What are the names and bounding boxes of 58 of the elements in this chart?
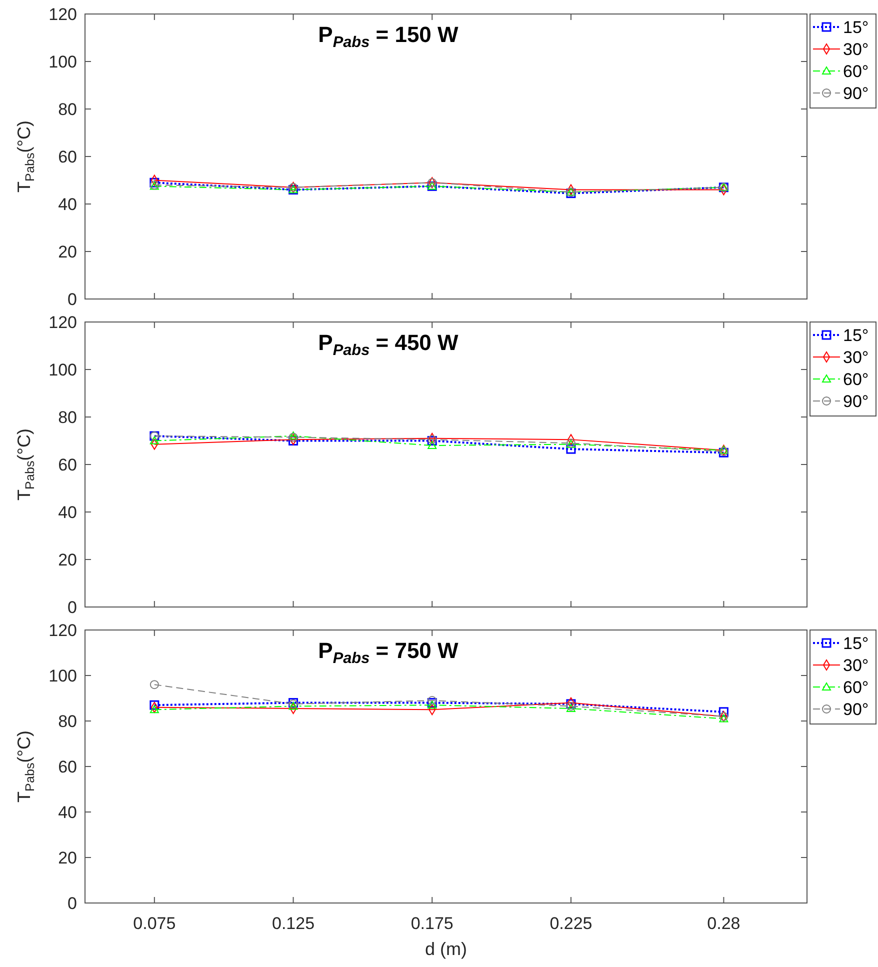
point	[428, 696, 437, 706]
x-tick-label: 0.28	[707, 914, 740, 933]
point	[428, 441, 437, 449]
point	[150, 436, 159, 444]
y-tick-label: 60	[58, 456, 77, 474]
y-tick-label: 0	[68, 894, 77, 913]
legend-label: 30°	[843, 348, 869, 367]
legend-label: 15°	[843, 326, 869, 345]
legend-label: 30°	[843, 656, 869, 675]
point	[150, 705, 159, 714]
y-tick-label: 100	[48, 360, 77, 380]
x-tick-label: 0.225	[550, 914, 592, 933]
point	[288, 702, 298, 710]
point	[719, 714, 728, 722]
x-tick-label: 0.175	[410, 914, 454, 933]
text: P$_{Pabs}$ = 150 W	[318, 22, 459, 50]
legend-label: 60°	[843, 62, 869, 81]
legend-label: 90°	[843, 392, 869, 411]
legend-label: 90°	[843, 84, 869, 103]
legend-label: 60°	[843, 370, 869, 389]
y-tick-label: 80	[58, 408, 77, 427]
y-tick-label: 20	[58, 550, 77, 570]
y-tick-label: 100	[48, 52, 77, 72]
point	[288, 432, 298, 442]
legend-label: 15°	[843, 634, 869, 653]
y-tick-label: 100	[48, 666, 77, 686]
point	[288, 432, 298, 440]
text: P$_{Pabs}$ = 450 W	[318, 330, 459, 358]
x-tick-label: 0.125	[272, 914, 315, 933]
point	[718, 707, 728, 717]
y-tick-label: 120	[48, 621, 77, 640]
y-tick-label: 0	[68, 290, 77, 309]
y-tick-label: 120	[48, 313, 77, 332]
legend-label: 60°	[843, 678, 869, 697]
legend-label: 90°	[843, 700, 869, 719]
y-tick-label: 80	[58, 100, 77, 119]
point	[150, 680, 159, 690]
point	[566, 699, 576, 709]
point	[150, 700, 160, 710]
y-tick-label: 20	[58, 242, 77, 262]
point	[566, 444, 576, 454]
text: P$_{Pabs}$ = 750 W	[318, 638, 459, 666]
x-axis-title: d (m)	[425, 939, 467, 959]
y-tick-label: 120	[48, 5, 77, 24]
x-tick-label: 0.075	[133, 914, 176, 933]
y-tick-label: 80	[58, 712, 77, 731]
y-tick-label: 60	[58, 148, 77, 166]
legend-label: 15°	[843, 18, 869, 37]
y-tick-label: 40	[58, 803, 77, 822]
legend-label: 30°	[843, 40, 869, 59]
y-tick-label: 0	[68, 598, 77, 617]
point	[428, 700, 437, 709]
y-tick-label: 40	[58, 195, 77, 214]
point	[150, 178, 160, 188]
point	[288, 436, 298, 446]
y-tick-label: 60	[58, 758, 77, 776]
y-tick-label: 40	[58, 503, 77, 522]
y-tick-label: 20	[58, 848, 77, 868]
